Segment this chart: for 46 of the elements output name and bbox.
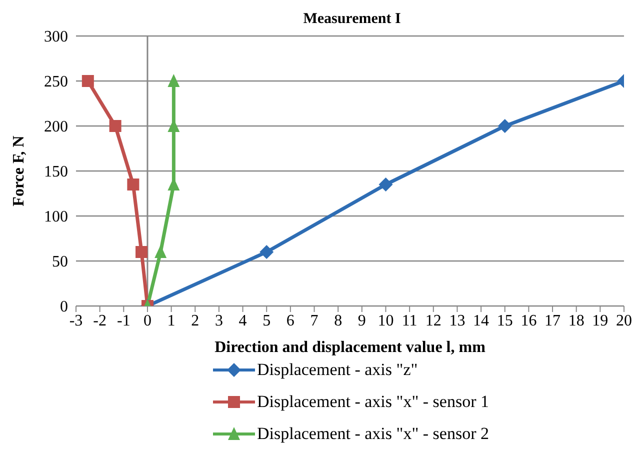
x-tick-label: 13	[449, 312, 466, 330]
x-axis-title: Direction and displacement value l, mm	[214, 339, 486, 356]
chart-title: Measurement I	[302, 10, 402, 29]
x-tick-label: -2	[93, 312, 106, 330]
x-tick-label: 3	[214, 312, 223, 330]
x-tick-label: 11	[402, 312, 418, 330]
point	[82, 75, 94, 87]
legend-label: Displacement - axis "z"	[257, 360, 418, 380]
point	[378, 178, 393, 192]
x-tick-label: 6	[286, 312, 294, 330]
x-tick-label: 0	[143, 312, 152, 330]
x-tick-label: 17	[544, 312, 561, 330]
x-tick-label: 20	[616, 312, 632, 330]
y-tick-label: 50	[52, 254, 68, 271]
x-tick-label: 1	[167, 312, 176, 330]
x-tick-label: 12	[425, 312, 442, 330]
y-tick-label: 200	[44, 118, 68, 136]
x-tick-label: 16	[520, 312, 537, 330]
x-tick-label: 4	[238, 312, 247, 330]
point	[498, 119, 512, 133]
x-tick-label: 18	[568, 312, 584, 330]
point	[260, 245, 274, 259]
x-tick-label: 8	[334, 312, 342, 330]
point	[168, 74, 180, 87]
x-tick-label: 10	[378, 312, 394, 330]
y-tick-label: 300	[44, 28, 68, 46]
y-axis-title: Force F, N	[10, 135, 28, 206]
x-tick-label: 5	[262, 312, 271, 330]
legend-label: Displacement - axis "x" - sensor 2	[257, 424, 489, 444]
x-tick-label: -1	[116, 312, 130, 330]
point	[154, 245, 167, 258]
point	[109, 120, 122, 132]
x-tick-label: 9	[358, 312, 366, 330]
y-tick-label: 100	[44, 208, 68, 226]
x-tick-label: -3	[69, 312, 83, 330]
x-tick-label: 2	[191, 312, 200, 330]
y-tick-label: 250	[44, 74, 68, 91]
point	[127, 178, 140, 190]
y-tick-label: 150	[44, 164, 68, 181]
legend-label: Displacement - axis "x" - sensor 1	[257, 392, 489, 412]
x-tick-label: 19	[592, 312, 608, 330]
point	[136, 246, 148, 258]
x-tick-label: 14	[473, 312, 490, 330]
x-tick-label: 7	[310, 312, 318, 330]
x-tick-label: 15	[496, 312, 513, 330]
y-tick-label: 0	[60, 298, 68, 316]
